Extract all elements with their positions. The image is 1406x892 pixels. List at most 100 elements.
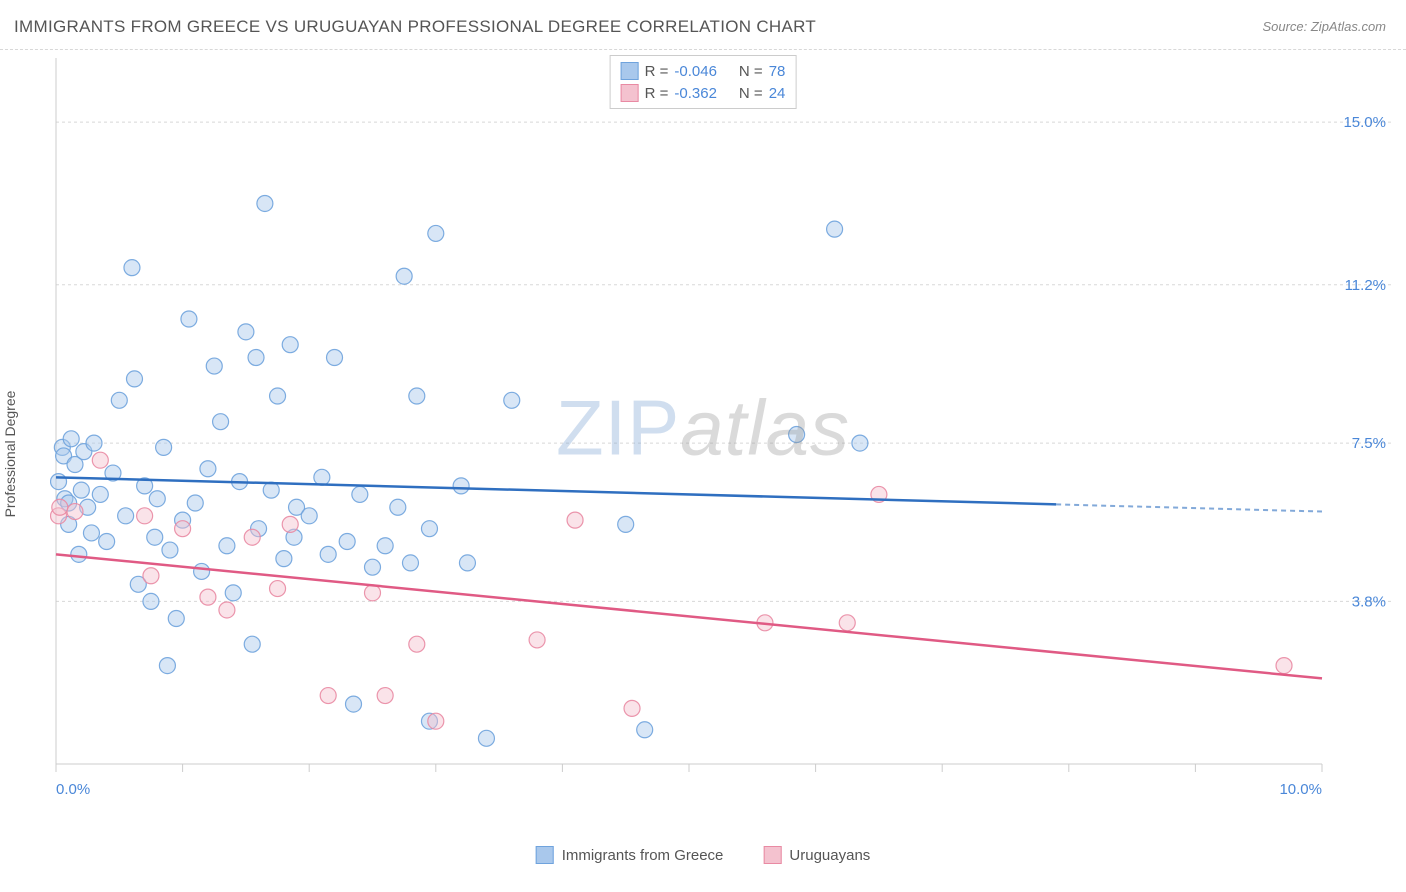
data-point <box>789 427 805 443</box>
legend-swatch <box>621 62 639 80</box>
data-point <box>73 482 89 498</box>
n-value: 24 <box>769 85 786 102</box>
data-point <box>314 469 330 485</box>
data-point <box>219 538 235 554</box>
data-point <box>143 593 159 609</box>
data-point <box>409 388 425 404</box>
legend-swatch <box>621 84 639 102</box>
y-tick-label: 3.8% <box>1352 593 1386 610</box>
y-tick-label: 11.2% <box>1345 277 1386 294</box>
data-point <box>71 546 87 562</box>
data-point <box>162 542 178 558</box>
data-point <box>390 499 406 515</box>
r-value: -0.362 <box>674 85 717 102</box>
data-point <box>143 568 159 584</box>
data-point <box>320 688 336 704</box>
data-point <box>92 452 108 468</box>
data-point <box>618 516 634 532</box>
data-point <box>200 461 216 477</box>
data-point <box>301 508 317 524</box>
x-tick-label-min: 0.0% <box>56 781 90 798</box>
data-point <box>504 392 520 408</box>
data-point <box>1276 658 1292 674</box>
chart-title: IMMIGRANTS FROM GREECE VS URUGUAYAN PROF… <box>14 17 816 37</box>
data-point <box>852 435 868 451</box>
series-legend-item: Uruguayans <box>763 846 870 864</box>
series-legend-label: Immigrants from Greece <box>562 847 724 864</box>
data-point <box>200 589 216 605</box>
data-point <box>421 521 437 537</box>
data-point <box>529 632 545 648</box>
data-point <box>320 546 336 562</box>
data-point <box>67 504 83 520</box>
data-point <box>118 508 134 524</box>
trend-line <box>56 477 1056 504</box>
data-point <box>276 551 292 567</box>
n-label: N = <box>739 63 763 80</box>
data-point <box>206 358 222 374</box>
correlation-legend-row: R = -0.046 N = 78 <box>621 60 786 82</box>
y-axis-label: Professional Degree <box>2 391 18 518</box>
data-point <box>339 534 355 550</box>
data-point <box>219 602 235 618</box>
data-point <box>225 585 241 601</box>
chart-header: IMMIGRANTS FROM GREECE VS URUGUAYAN PROF… <box>0 0 1406 50</box>
data-point <box>637 722 653 738</box>
correlation-legend: R = -0.046 N = 78 R = -0.362 N = 24 <box>610 55 797 109</box>
data-point <box>124 260 140 276</box>
y-tick-label: 7.5% <box>1352 435 1386 452</box>
data-point <box>365 585 381 601</box>
legend-swatch <box>536 846 554 864</box>
n-value: 78 <box>769 63 786 80</box>
data-point <box>352 486 368 502</box>
n-label: N = <box>739 85 763 102</box>
scatter-plot: 3.8%7.5%11.2%15.0%0.0%10.0% <box>50 50 1392 822</box>
data-point <box>377 538 393 554</box>
data-point <box>63 431 79 447</box>
data-point <box>478 730 494 746</box>
legend-swatch <box>763 846 781 864</box>
data-point <box>168 611 184 627</box>
data-point <box>126 371 142 387</box>
r-label: R = <box>645 85 669 102</box>
data-point <box>453 478 469 494</box>
data-point <box>244 636 260 652</box>
data-point <box>92 486 108 502</box>
data-point <box>111 392 127 408</box>
data-point <box>257 195 273 211</box>
data-point <box>402 555 418 571</box>
data-point <box>327 350 343 366</box>
data-point <box>137 508 153 524</box>
data-point <box>159 658 175 674</box>
data-point <box>459 555 475 571</box>
data-point <box>147 529 163 545</box>
y-tick-label: 15.0% <box>1343 114 1386 131</box>
trend-line-extrapolated <box>1056 504 1322 511</box>
trend-line <box>56 554 1322 678</box>
data-point <box>83 525 99 541</box>
data-point <box>270 388 286 404</box>
r-label: R = <box>645 63 669 80</box>
series-legend-label: Uruguayans <box>789 847 870 864</box>
data-point <box>428 225 444 241</box>
data-point <box>839 615 855 631</box>
data-point <box>99 534 115 550</box>
data-point <box>346 696 362 712</box>
data-point <box>187 495 203 511</box>
data-point <box>270 581 286 597</box>
data-point <box>52 499 68 515</box>
data-point <box>86 435 102 451</box>
series-legend-item: Immigrants from Greece <box>536 846 724 864</box>
data-point <box>396 268 412 284</box>
r-value: -0.046 <box>674 63 717 80</box>
data-point <box>827 221 843 237</box>
data-point <box>377 688 393 704</box>
data-point <box>175 521 191 537</box>
data-point <box>365 559 381 575</box>
data-point <box>282 337 298 353</box>
chart-source: Source: ZipAtlas.com <box>1262 19 1386 34</box>
data-point <box>51 474 67 490</box>
data-point <box>181 311 197 327</box>
data-point <box>567 512 583 528</box>
data-point <box>624 700 640 716</box>
